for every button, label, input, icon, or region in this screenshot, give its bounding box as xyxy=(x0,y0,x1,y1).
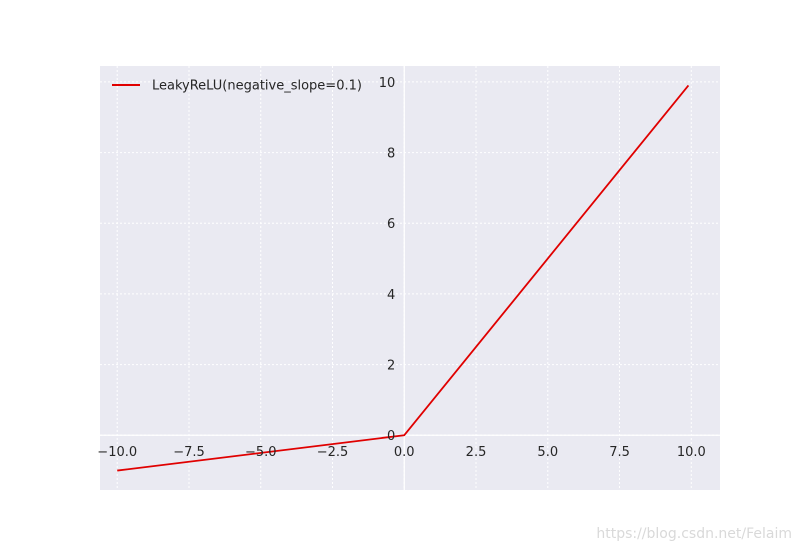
x-tick-label: 10.0 xyxy=(677,445,706,460)
legend-label: LeakyReLU(negative_slope=0.1) xyxy=(152,79,362,94)
plot-area xyxy=(100,66,720,490)
x-tick-label: 0.0 xyxy=(394,445,415,460)
x-tick-label: 2.5 xyxy=(466,445,487,460)
y-tick-labels: 0 2 4 6 8 10 xyxy=(379,76,396,444)
y-tick-label: 10 xyxy=(379,76,396,91)
axis-spines xyxy=(100,66,720,490)
y-tick-label: 2 xyxy=(387,359,395,374)
x-tick-labels: −10.0 −7.5 −5.0 −2.5 0.0 2.5 5.0 7.5 10.0 xyxy=(97,445,705,460)
x-tick-label: 5.0 xyxy=(537,445,558,460)
x-tick-label: −10.0 xyxy=(97,445,137,460)
legend: LeakyReLU(negative_slope=0.1) xyxy=(112,79,362,94)
y-tick-label: 4 xyxy=(387,288,395,303)
x-tick-label: −5.0 xyxy=(245,445,277,460)
series-layer xyxy=(117,84,690,472)
series-line xyxy=(117,84,690,472)
y-tick-label: 0 xyxy=(387,429,395,444)
x-tick-label: −7.5 xyxy=(173,445,205,460)
y-tick-label: 6 xyxy=(387,217,395,232)
y-tick-label: 8 xyxy=(387,147,395,162)
x-tick-label: −2.5 xyxy=(317,445,349,460)
x-tick-label: 7.5 xyxy=(609,445,630,460)
watermark: https://blog.csdn.net/Felaim xyxy=(596,526,792,542)
